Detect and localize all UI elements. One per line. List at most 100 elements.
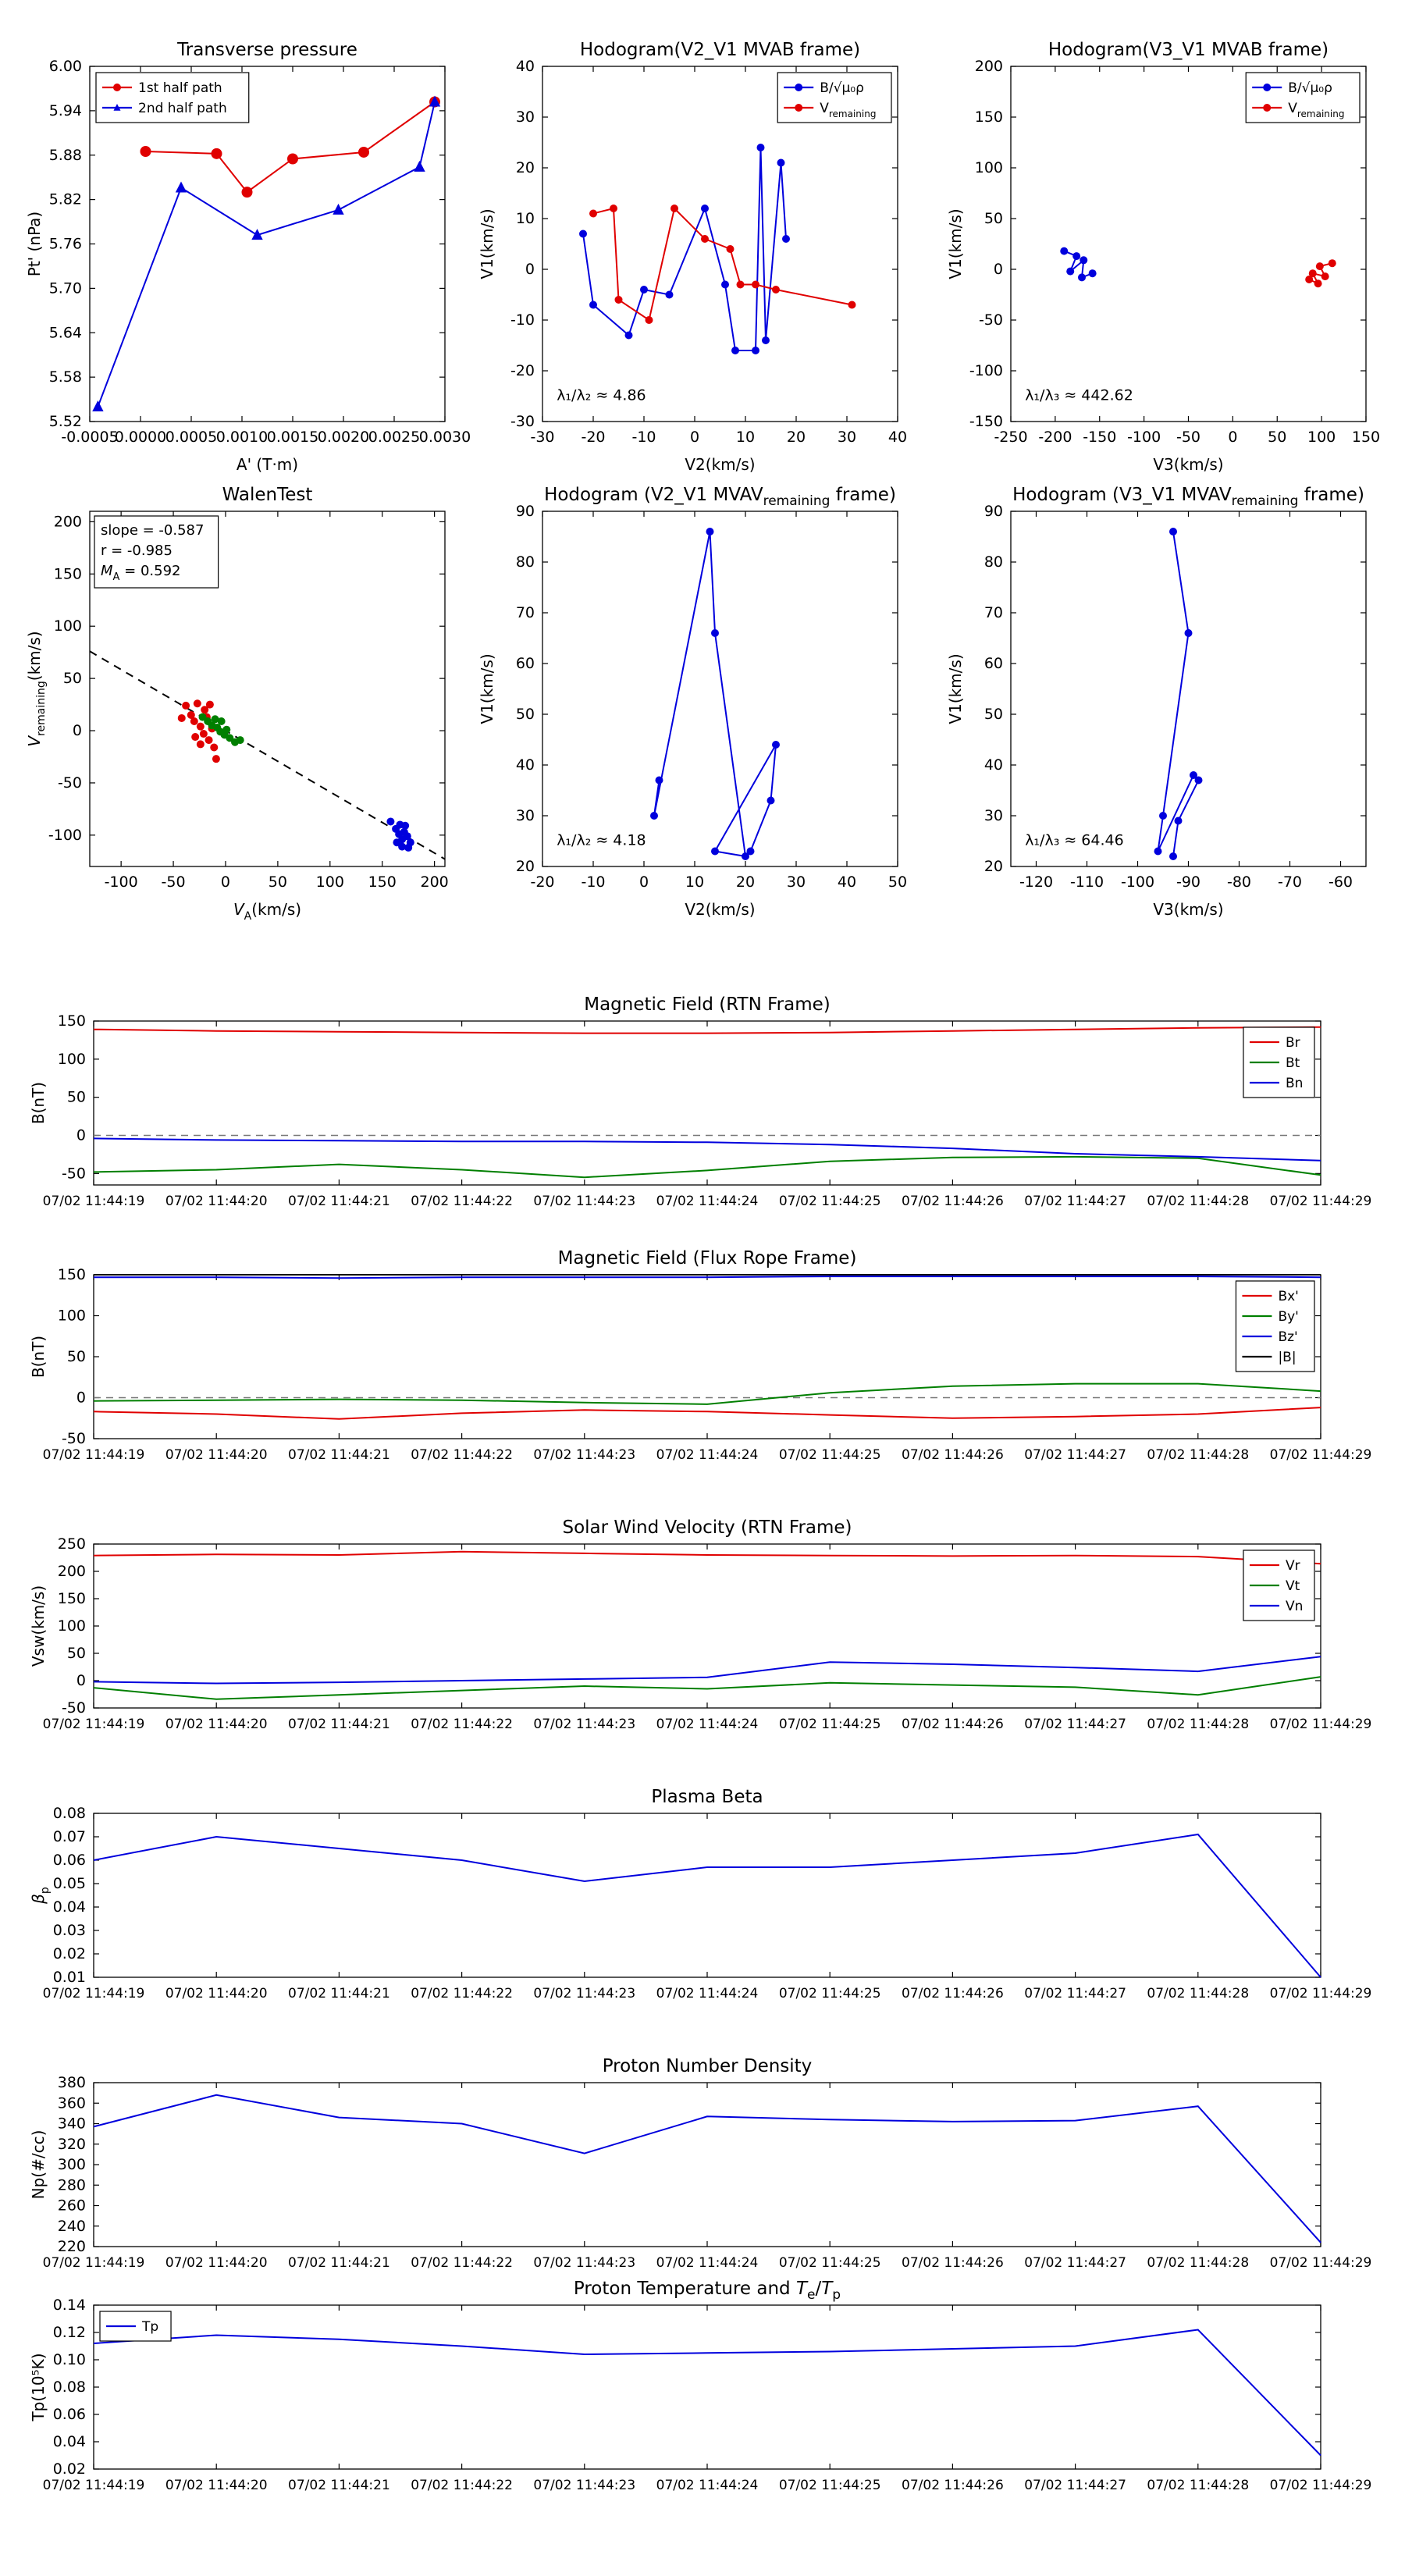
series-marker-dot (1169, 852, 1177, 860)
y-tick-label: 5.76 (49, 236, 82, 253)
x-tick-label: 07/02 11:44:28 (1147, 1447, 1249, 1463)
series-marker-dot (1315, 262, 1324, 271)
series-marker-triangle (414, 160, 425, 172)
y-tick-label: -50 (62, 1165, 86, 1182)
series-marker-dot (191, 733, 200, 742)
y-tick-label: 380 (58, 2074, 86, 2091)
y-tick-label: 150 (54, 565, 82, 582)
y-tick-label: 70 (516, 604, 535, 621)
panel-hodogram-v3v1-mvav: Hodogram (V3_V1 MVAVremaining frame) -120… (937, 472, 1378, 933)
x-tick-label: 07/02 11:44:21 (288, 1447, 390, 1463)
series-marker-dot (614, 296, 623, 304)
x-tick-label: 07/02 11:44:27 (1024, 1447, 1126, 1463)
plot-area (542, 66, 898, 422)
y-axis-label: V1(km/s) (478, 208, 496, 279)
x-tick-label: 07/02 11:44:26 (902, 2255, 1004, 2271)
series-line (89, 650, 446, 860)
series-marker-dot (1328, 259, 1336, 268)
annotation: λ₁/λ₂ ≈ 4.86 (557, 387, 646, 404)
x-tick-label: -20 (581, 429, 605, 446)
y-tick-label: 60 (984, 655, 1003, 672)
y-tick-label: 0.04 (53, 1898, 86, 1916)
x-tick-label: -20 (530, 873, 554, 891)
y-tick-label: 0 (73, 722, 82, 739)
x-tick-label: 07/02 11:44:24 (656, 2478, 759, 2493)
chart-svg: Proton Temperature and Te/Tp 07/02 11:44:… (29, 2279, 1371, 2493)
series-marker-dot (1078, 273, 1086, 282)
panel-hodogram-v2v1-mvab: Hodogram(V2_V1 MVAB frame) -30 -20 -10 0 10 20… (468, 27, 909, 488)
x-tick-label: 20 (736, 873, 755, 891)
legend-label: Vr (1286, 1558, 1300, 1574)
y-tick-label: -50 (62, 1430, 86, 1447)
x-tick-label: 07/02 11:44:29 (1270, 2255, 1372, 2271)
x-tick-label: 07/02 11:44:26 (902, 2478, 1004, 2493)
x-tick-label: 07/02 11:44:19 (43, 1717, 145, 1732)
series-marker-dot (210, 743, 219, 752)
x-tick-label: 07/02 11:44:23 (533, 2478, 635, 2493)
series-line (93, 1833, 1321, 1978)
series-marker-dot (655, 776, 663, 785)
y-tick-label: 0 (76, 1127, 86, 1144)
x-tick-label: 07/02 11:44:24 (656, 2255, 759, 2271)
series-marker-dot (196, 740, 205, 749)
series-marker-dot (742, 852, 749, 860)
series-marker-dot (199, 730, 208, 738)
chart-svg: Solar Wind Velocity (RTN Frame) 07/02 11:… (29, 1517, 1371, 1732)
x-tick-label: 07/02 11:44:29 (1270, 1447, 1372, 1463)
y-tick-label: 300 (58, 2156, 86, 2173)
series-marker-dot (711, 847, 719, 856)
x-axis-label: V3(km/s) (1153, 455, 1223, 474)
x-tick-label: 0 (639, 873, 649, 891)
y-tick-label: 200 (975, 58, 1003, 75)
x-tick-label: 07/02 11:44:24 (656, 1194, 759, 1209)
y-tick-label: -100 (969, 362, 1003, 379)
chart-svg: Plasma Beta 07/02 11:44:19 07/02 11:44:20 0… (29, 1787, 1372, 2001)
x-tick-label: 07/02 11:44:26 (902, 1194, 1004, 1209)
series-marker-triangle (429, 95, 441, 107)
plot-area (93, 1274, 1321, 1439)
x-tick-label: 100 (1307, 429, 1336, 446)
x-tick-label: 07/02 11:44:24 (656, 1717, 759, 1732)
x-tick-label: 07/02 11:44:20 (165, 2478, 268, 2493)
y-tick-label: 5.58 (49, 368, 82, 386)
series-marker-dot (1072, 252, 1081, 261)
x-tick-label: -250 (994, 429, 1027, 446)
x-tick-label: 07/02 11:44:28 (1147, 2478, 1249, 2493)
series-marker-dot (1088, 269, 1097, 278)
y-tick-label: 0.03 (53, 1922, 86, 1939)
x-tick-label: 07/02 11:44:28 (1147, 1717, 1249, 1732)
y-tick-label: 30 (516, 807, 535, 824)
series-marker-dot (752, 280, 759, 289)
series-marker-dot (772, 741, 780, 749)
series-marker-circle (358, 146, 369, 158)
series-marker-dot (706, 528, 714, 535)
series-marker-dot (665, 290, 674, 299)
chart-title: Magnetic Field (RTN Frame) (584, 994, 831, 1015)
series-marker-dot (1194, 776, 1203, 785)
y-tick-label: 5.64 (49, 324, 82, 341)
series-marker-circle (140, 146, 151, 158)
series-marker-dot (1190, 771, 1197, 779)
series-marker-dot (236, 736, 244, 745)
series-marker-dot (1080, 256, 1088, 265)
panel-solar-wind-velocity: Solar Wind Velocity (RTN Frame) 07/02 11:… (16, 1509, 1389, 1743)
x-tick-label: 07/02 11:44:29 (1270, 1986, 1372, 2001)
series-marker-circle (287, 153, 298, 165)
x-tick-label: 0.0015 (267, 429, 318, 446)
y-tick-label: 100 (58, 1617, 86, 1635)
series-marker-dot (610, 205, 617, 212)
series-marker-dot (1263, 104, 1272, 112)
x-tick-label: 10 (685, 873, 704, 891)
plot-area (93, 2304, 1321, 2470)
series-marker-dot (795, 104, 803, 112)
y-tick-label: 5.82 (49, 191, 82, 208)
y-axis-label: Pt' (nPa) (25, 212, 44, 276)
panel-plasma-beta: Plasma Beta 07/02 11:44:19 07/02 11:44:20 0… (16, 1778, 1389, 2012)
x-tick-label: 07/02 11:44:21 (288, 2478, 390, 2493)
annotation: λ₁/λ₂ ≈ 4.18 (557, 832, 646, 849)
chart-title: Magnetic Field (Flux Rope Frame) (558, 1248, 857, 1268)
y-tick-label: 60 (516, 655, 535, 672)
series-marker-dot (1184, 629, 1193, 637)
x-axis-label: V3(km/s) (1153, 900, 1223, 919)
x-tick-label: 07/02 11:44:20 (165, 1447, 268, 1463)
